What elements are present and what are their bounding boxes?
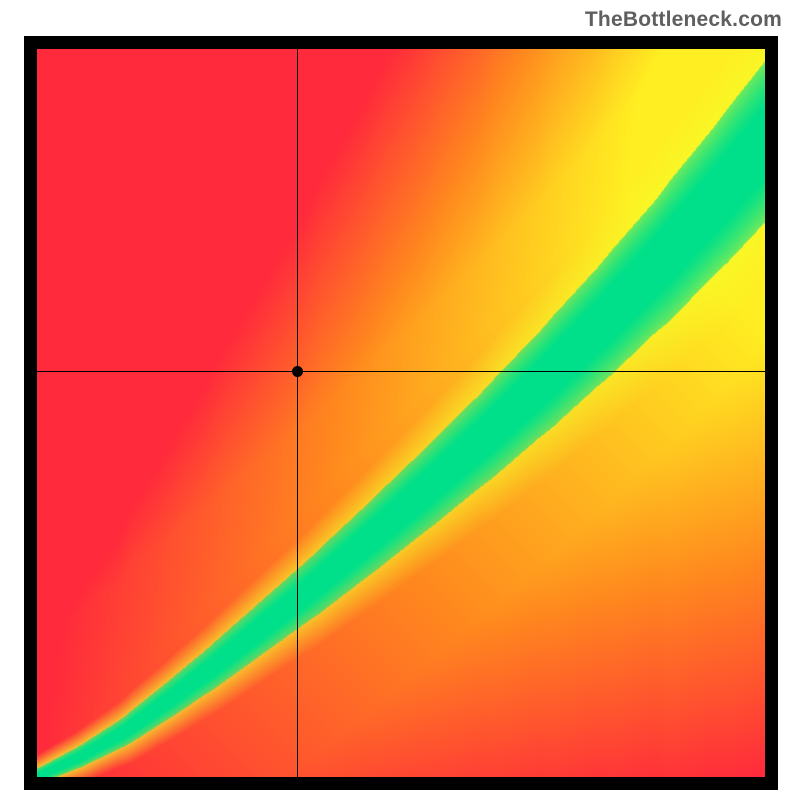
heatmap-canvas: [37, 49, 765, 777]
figure-container: TheBottleneck.com: [0, 0, 800, 800]
attribution-text: TheBottleneck.com: [585, 8, 782, 32]
crosshair-horizontal: [37, 371, 765, 372]
crosshair-vertical: [297, 49, 298, 777]
